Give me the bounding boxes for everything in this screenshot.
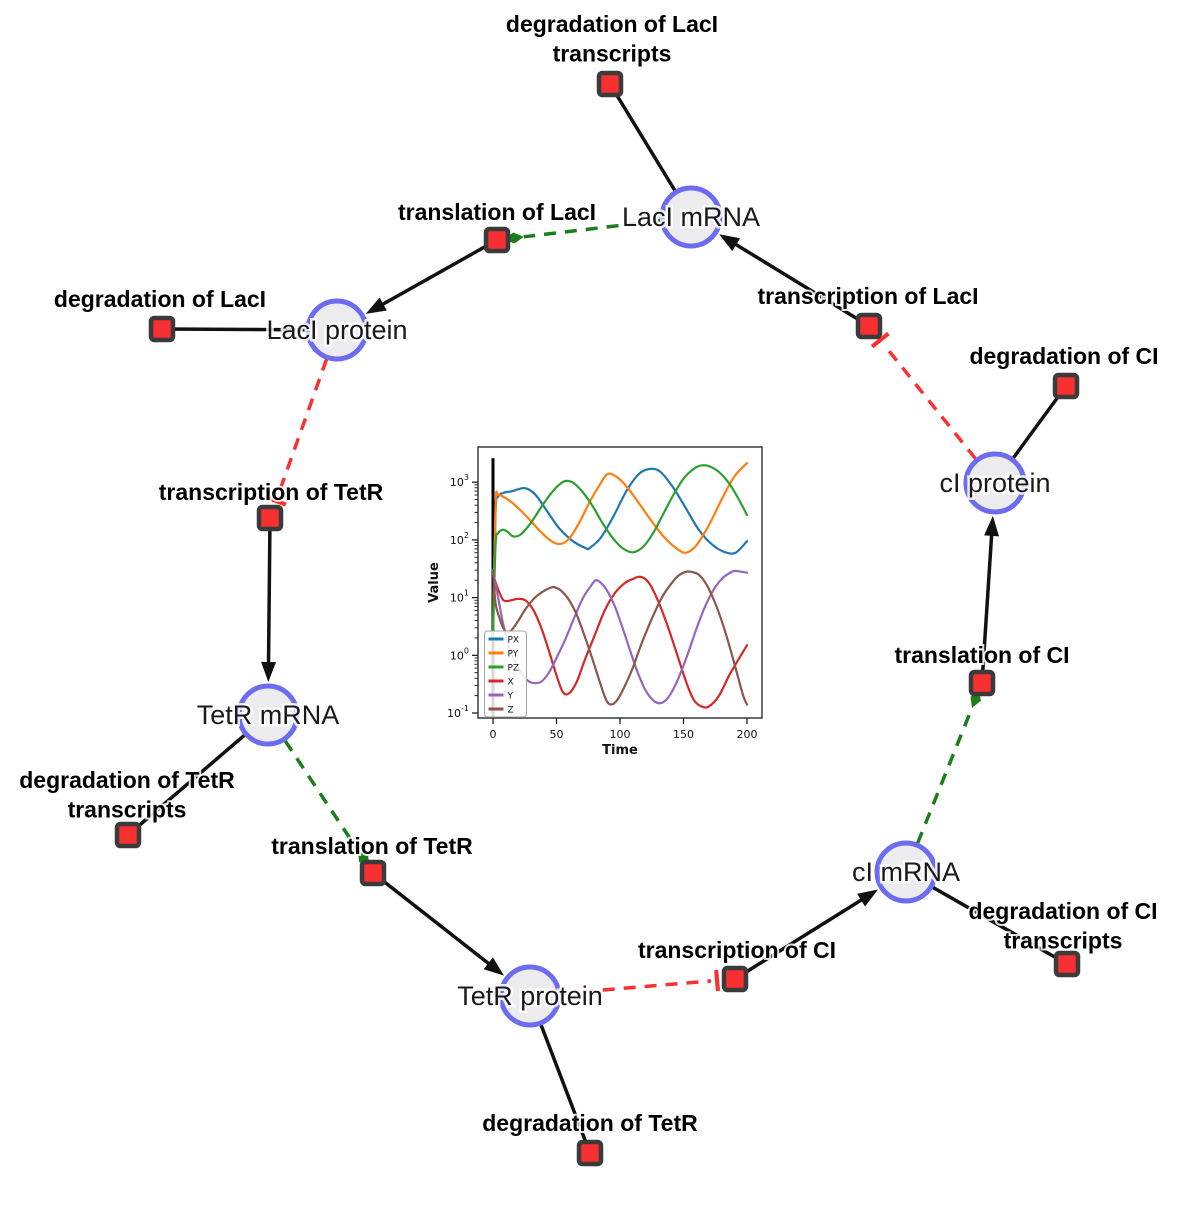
process-node-txn_tetr [256, 504, 284, 532]
x-tick-label: 0 [490, 728, 497, 741]
species-label-tetr_mrna: TetR mRNA [197, 700, 340, 730]
process-label-deg_ci_tx: degradation of CI [968, 898, 1157, 924]
x-tick-label: 50 [550, 728, 564, 741]
process-label-deg_laci_tx: transcripts [553, 41, 672, 67]
edge-ci_protein-txn_laci-tbar [870, 331, 890, 349]
edge-ci_protein-txn_laci [882, 343, 977, 460]
chart-series-Z [491, 568, 749, 706]
process-node-deg_tetr_tx [114, 821, 142, 849]
species-node-laci_protein [305, 298, 369, 362]
y-tick-label: 100 [450, 646, 469, 662]
x-tick-label: 200 [737, 728, 758, 741]
edge-transl_laci-laci_protein-arrowhead [365, 297, 387, 314]
process-node-deg_laci [148, 315, 176, 343]
nodes-layer [114, 70, 1081, 1167]
species-node-tetr_mrna [236, 683, 300, 747]
process-label-deg_tetr: degradation of TetR [482, 1110, 698, 1136]
process-node-deg_ci [1052, 372, 1080, 400]
edge-txn_ci-ci_mrna-arrowhead [857, 889, 879, 907]
edge-transl_tetr-tetr_protein-arrowhead [483, 957, 505, 976]
process-node-transl_ci [968, 669, 996, 697]
edge-laci_protein-txn_tetr [276, 358, 329, 496]
y-tick-label: 101 [450, 589, 469, 605]
chart-legend: PX PY PZ XYZ [484, 630, 527, 718]
process-node-transl_tetr [359, 859, 387, 887]
edge-tetr_protein-txn_ci [560, 979, 712, 996]
edge-txn_tetr-tetr_mrna [266, 517, 272, 667]
species-label-laci_protein: LacI protein [266, 315, 407, 345]
species-label-ci_mrna: cI mRNA [852, 857, 960, 887]
process-label-deg_ci_tx: transcripts [1004, 928, 1123, 954]
species-node-tetr_protein [498, 964, 562, 1028]
process-node-txn_laci [855, 312, 883, 340]
process-label-txn_laci: transcription of LacI [757, 283, 978, 309]
process-label-deg_tetr_tx: degradation of TetR [19, 767, 235, 793]
chart-series-X [491, 573, 749, 709]
process-node-deg_tetr [576, 1139, 604, 1167]
legend-label-PY: PY [508, 650, 519, 660]
process-node-deg_laci_tx [596, 70, 624, 98]
edges-layer [126, 83, 1068, 1154]
legend-label-X: X [508, 678, 514, 688]
species-node-laci_mrna [659, 185, 723, 249]
chart-series-PZ [491, 464, 749, 640]
process-label-txn_ci: transcription of CI [638, 937, 836, 963]
edge-laci_mrna-transl_laci [523, 218, 661, 239]
y-tick-label: 10-1 [447, 704, 469, 720]
process-node-txn_ci [721, 965, 749, 993]
process-label-deg_ci: degradation of CI [969, 343, 1158, 369]
edge-ci_mrna-transl_ci [915, 707, 974, 844]
edge-transl_laci-laci_protein [378, 238, 498, 308]
edge-transl_ci-ci_protein-arrowhead [984, 515, 1000, 537]
chart-series-PX [491, 467, 749, 640]
species-node-ci_protein [963, 451, 1027, 515]
species-label-tetr_protein: TetR protein [457, 981, 603, 1011]
edge-transl_ci-ci_protein [980, 531, 994, 684]
legend-box [484, 630, 527, 718]
edge-txn_ci-ci_mrna [734, 896, 866, 981]
legend-label-PZ: PZ [508, 664, 520, 674]
species-label-ci_protein: cI protein [939, 468, 1050, 498]
chart-series-PY [491, 461, 749, 640]
chart-frame [477, 446, 763, 719]
process-node-deg_ci_tx [1053, 950, 1081, 978]
legend-label-PX: PX [508, 636, 520, 646]
process-label-deg_laci: degradation of LacI [54, 286, 266, 312]
process-label-transl_laci: translation of LacI [398, 199, 596, 225]
process-label-deg_tetr_tx: transcripts [68, 797, 187, 823]
process-node-transl_laci [483, 226, 511, 254]
process-label-transl_tetr: translation of TetR [271, 833, 473, 859]
process-label-transl_ci: translation of CI [894, 642, 1069, 668]
y-tick-label: 103 [450, 473, 469, 489]
process-label-deg_laci_tx: degradation of LacI [506, 11, 718, 37]
x-tick-label: 100 [610, 728, 631, 741]
species-node-ci_mrna [874, 840, 938, 904]
edge-tetr_protein-txn_ci-tbar [714, 969, 721, 992]
process-label-txn_tetr: transcription of TetR [159, 479, 384, 505]
x-axis-label: Time [602, 743, 638, 758]
species-label-laci_mrna: LacI mRNA [622, 202, 760, 232]
legend-label-Y: Y [507, 692, 514, 702]
y-tick-label: 102 [450, 531, 469, 547]
labels-layer: degradation of LacI transcripts translatio… [17, 9, 1160, 1138]
y-axis-label: Value [427, 562, 442, 603]
edge-laci_protein-txn_tetr-tbar [265, 495, 287, 507]
x-tick-label: 150 [673, 728, 694, 741]
edge-transl_tetr-tetr_protein [371, 871, 493, 968]
legend-label-Z: Z [508, 706, 514, 716]
edge-txn_laci-laci_mrna-arrowhead [719, 234, 741, 252]
edge-txn_tetr-tetr_mrna-arrowhead [261, 661, 277, 683]
edge-tetr_mrna-transl_tetr [283, 739, 360, 852]
edge-txn_laci-laci_mrna [731, 241, 870, 328]
